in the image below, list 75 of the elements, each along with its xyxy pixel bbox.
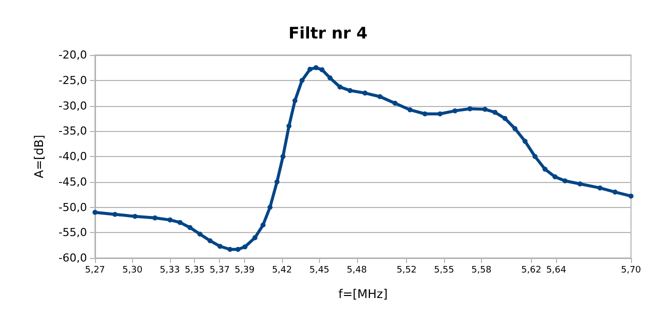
point — [522, 138, 528, 144]
point — [280, 154, 286, 159]
point — [208, 238, 213, 244]
x-tick-label: 5,33 — [160, 266, 180, 276]
point — [292, 98, 298, 104]
y-tick-label: -20,0 — [58, 48, 87, 62]
point — [408, 107, 412, 112]
point — [362, 90, 368, 96]
point — [578, 181, 583, 186]
point — [438, 111, 443, 116]
point — [168, 217, 173, 222]
point — [612, 190, 618, 195]
point — [562, 178, 568, 184]
point — [492, 110, 498, 115]
y-tick-label: -55,0 — [58, 226, 87, 240]
point — [152, 215, 158, 220]
point — [260, 222, 266, 228]
point — [348, 88, 353, 94]
x-tick-label: 5,52 — [396, 266, 417, 276]
point — [235, 246, 240, 252]
x-tick-label: 5,64 — [546, 266, 566, 276]
x-tick-label: 5,42 — [272, 266, 292, 276]
point — [187, 225, 192, 230]
x-tick-label: 5,58 — [471, 266, 492, 276]
point — [327, 75, 332, 80]
point — [467, 106, 472, 112]
point — [422, 111, 428, 116]
point — [542, 166, 548, 172]
x-tick-label: 5,37 — [210, 266, 230, 276]
x-tick-label: 5,39 — [234, 266, 255, 276]
point — [300, 78, 305, 83]
point — [218, 244, 223, 249]
y-tick-label: -50,0 — [58, 200, 87, 214]
x-tick-label: 5,27 — [84, 266, 106, 276]
y-tick-label: -45,0 — [58, 175, 87, 188]
point — [274, 179, 280, 184]
point — [628, 194, 634, 199]
y-tick-label: -60,0 — [58, 252, 87, 264]
point — [502, 116, 508, 121]
point — [337, 84, 342, 90]
x-tick-label: 5,45 — [309, 266, 330, 276]
point — [112, 212, 118, 217]
y-axis-title: A=[dB] — [32, 134, 46, 178]
chart-title: Filtr nr 4 — [288, 24, 368, 42]
y-tick-label: -40,0 — [58, 150, 87, 163]
x-tick-label: 5,30 — [122, 266, 143, 276]
point — [132, 214, 138, 219]
point — [319, 67, 324, 72]
point — [286, 124, 292, 129]
point — [228, 246, 232, 252]
point — [512, 126, 518, 132]
point — [392, 100, 398, 106]
point — [482, 106, 488, 112]
point — [377, 94, 382, 100]
x-tick-label: 5,70 — [620, 266, 642, 276]
point — [197, 232, 202, 237]
point — [314, 65, 319, 70]
x-tick-label: 5,48 — [346, 266, 368, 276]
point — [452, 108, 458, 114]
y-tick-label: -25,0 — [58, 74, 87, 87]
y-tick-label: -35,0 — [58, 124, 87, 138]
point — [242, 244, 248, 250]
point — [597, 185, 602, 190]
point — [92, 210, 98, 215]
point — [308, 66, 313, 72]
x-tick-label: 5,62 — [521, 266, 542, 276]
point — [252, 235, 258, 240]
point — [532, 154, 538, 159]
x-axis-title: f=[MHz] — [338, 287, 388, 301]
x-tick-label: 5,55 — [434, 266, 454, 276]
point — [268, 204, 273, 210]
y-tick-label: -30,0 — [58, 99, 87, 112]
x-tick-label: 5,35 — [184, 266, 205, 276]
point — [178, 220, 183, 225]
point — [552, 174, 558, 180]
